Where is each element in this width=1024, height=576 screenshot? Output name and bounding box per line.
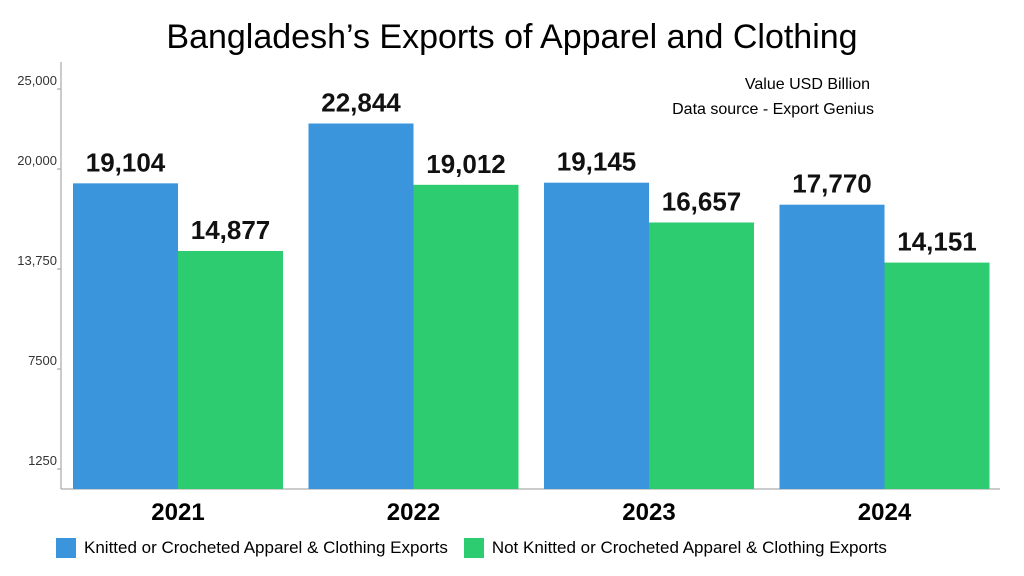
data-label: 19,104 bbox=[86, 147, 166, 177]
data-label: 19,145 bbox=[557, 147, 637, 177]
x-tick-label: 2021 bbox=[151, 499, 204, 526]
data-label: 14,151 bbox=[897, 227, 977, 257]
data-label: 19,012 bbox=[426, 149, 506, 179]
y-tick-label: 25,000 bbox=[17, 73, 57, 88]
chart-title: Bangladesh’s Exports of Apparel and Clot… bbox=[166, 18, 858, 56]
chart-legend: Knitted or Crocheted Apparel & Clothing … bbox=[56, 538, 903, 558]
chart-unit-note: Value USD Billion bbox=[744, 76, 870, 93]
bar-not-knitted-2022 bbox=[413, 184, 519, 490]
data-label: 14,877 bbox=[191, 215, 271, 245]
data-label: 22,844 bbox=[321, 87, 401, 117]
data-label: 16,657 bbox=[662, 186, 742, 216]
legend-swatch-not-knitted bbox=[463, 538, 484, 558]
y-tick-label: 1250 bbox=[28, 453, 57, 468]
bar-not-knitted-2021 bbox=[178, 250, 283, 489]
y-tick-label: 7500 bbox=[28, 353, 57, 368]
legend-item-not-knitted: Not Knitted or Crocheted Apparel & Cloth… bbox=[463, 538, 887, 558]
chart-source-note: Data source - Export Genius bbox=[672, 101, 874, 118]
y-tick-label: 20,000 bbox=[17, 153, 57, 168]
chart-data-labels: 19,104 14,877 2021 22,844 19,012 2022 19,145 16… bbox=[86, 87, 977, 526]
legend-label-not-knitted: Not Knitted or Crocheted Apparel & Cloth… bbox=[491, 538, 887, 557]
bar-not-knitted-2023 bbox=[649, 222, 754, 489]
data-label: 17,770 bbox=[792, 169, 872, 199]
bar-knitted-2022 bbox=[308, 123, 414, 489]
bar-knitted-2021 bbox=[73, 183, 178, 489]
bar-knitted-2023 bbox=[544, 182, 649, 489]
legend-swatch-knitted bbox=[56, 538, 76, 558]
legend-label-knitted: Knitted or Crocheted Apparel & Clothing … bbox=[84, 538, 448, 557]
legend-item-knitted: Knitted or Crocheted Apparel & Clothing … bbox=[56, 538, 448, 558]
x-tick-label: 2022 bbox=[387, 499, 440, 526]
y-tick-label: 13,750 bbox=[17, 253, 57, 268]
x-tick-label: 2024 bbox=[858, 499, 912, 526]
chart-bars bbox=[73, 123, 990, 490]
x-tick-label: 2023 bbox=[622, 499, 675, 526]
chart-axes: 1250 7500 13,750 20,000 25,000 bbox=[17, 62, 1000, 490]
bar-knitted-2024 bbox=[779, 204, 885, 489]
bar-not-knitted-2024 bbox=[884, 262, 990, 489]
